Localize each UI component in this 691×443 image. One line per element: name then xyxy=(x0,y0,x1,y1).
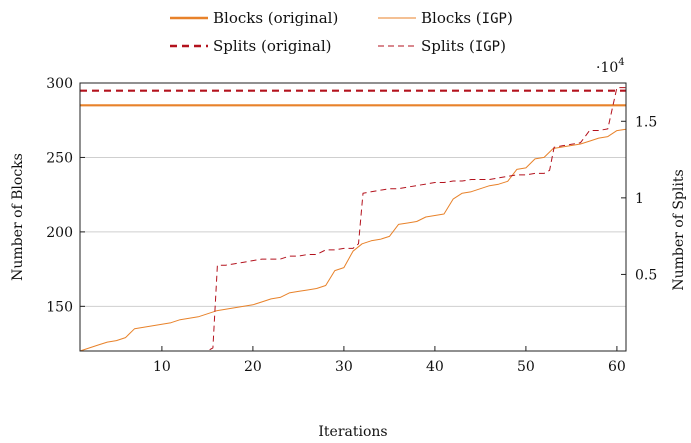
x-tick-label: 40 xyxy=(426,359,444,375)
legend-label-blocks-igp: Blocks (IGP) xyxy=(421,9,513,27)
legend-label-splits-original: Splits (original) xyxy=(213,37,332,55)
legend-item-blocks-original: Blocks (original) xyxy=(170,9,338,27)
y-tick-label-right: 1 xyxy=(635,191,644,207)
right-axis-multiplier: ·104 xyxy=(596,57,625,76)
legend-item-blocks-igp: Blocks (IGP) xyxy=(378,9,513,27)
y-axis-label-right: Number of Splits xyxy=(671,169,687,290)
y-tick-label-left: 200 xyxy=(46,225,73,241)
x-tick-label: 30 xyxy=(335,359,353,375)
legend-label-splits-igp: Splits (IGP) xyxy=(421,37,506,55)
plot-frame xyxy=(79,82,627,352)
y-tick-label-left: 300 xyxy=(46,76,73,92)
x-tick-label: 20 xyxy=(244,359,262,375)
y-tick-label-left: 250 xyxy=(46,150,73,166)
y-tick-label-left: 150 xyxy=(46,299,73,315)
x-axis-label: Iterations xyxy=(318,424,387,440)
series-line-blocks-igp xyxy=(79,128,627,352)
series-line-splits-igp xyxy=(80,87,626,352)
legend-label-blocks-original: Blocks (original) xyxy=(213,9,338,27)
x-tick-label: 60 xyxy=(608,359,626,375)
legend-item-splits-original: Splits (original) xyxy=(170,37,332,55)
y-axis-label-left: Number of Blocks xyxy=(10,153,26,281)
x-tick-label: 50 xyxy=(517,359,535,375)
legend-item-splits-igp: Splits (IGP) xyxy=(378,37,506,55)
y-tick-label-right: 0.5 xyxy=(635,267,657,283)
x-tick-label: 10 xyxy=(153,359,171,375)
y-tick-label-right: 1.5 xyxy=(635,114,657,130)
legend: Blocks (original) Blocks (IGP) Splits (o… xyxy=(170,9,513,55)
